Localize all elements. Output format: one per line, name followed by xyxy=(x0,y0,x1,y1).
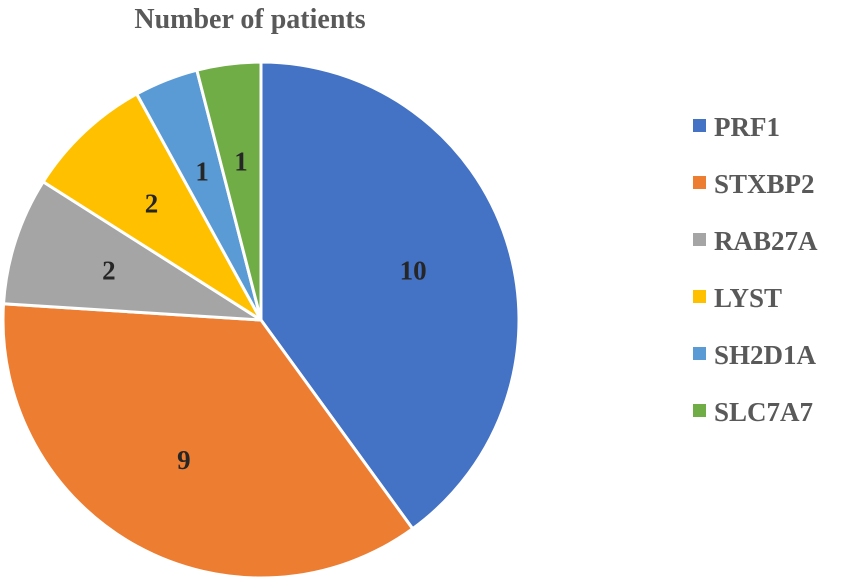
legend-swatch-stxbp2 xyxy=(693,176,706,189)
pie-slice-lyst xyxy=(41,91,263,322)
chart-title: Number of patients xyxy=(134,4,365,35)
legend-swatch-lyst xyxy=(693,290,706,303)
slice-data-labels: 10 9 2 2 1 1 xyxy=(102,146,426,475)
legend-label-prf1: PRF1 xyxy=(714,112,780,142)
pie-slices xyxy=(1,60,521,580)
legend-label-sh2d1a: SH2D1A xyxy=(714,340,817,370)
legend-label-slc7a7: SLC7A7 xyxy=(714,397,813,427)
legend-label-lyst: LYST xyxy=(714,283,782,313)
legend-label-stxbp2: STXBP2 xyxy=(714,169,815,199)
slice-label-lyst: 2 xyxy=(145,188,159,218)
slice-label-rab27a: 2 xyxy=(102,256,116,286)
legend-swatch-sh2d1a xyxy=(693,347,706,360)
legend-swatch-rab27a xyxy=(693,233,706,246)
pie-slice-slc7a7 xyxy=(195,60,263,321)
pie-slice-rab27a xyxy=(1,179,262,322)
pie-slice-stxbp2 xyxy=(1,302,415,580)
legend: PRF1 STXBP2 RAB27A LYST SH2D1A SLC7A7 xyxy=(693,112,818,427)
legend-label-rab27a: RAB27A xyxy=(714,226,818,256)
legend-swatch-slc7a7 xyxy=(693,404,706,417)
slice-label-stxbp2: 9 xyxy=(177,445,191,475)
slice-label-prf1: 10 xyxy=(400,256,427,286)
slice-label-sh2d1a: 1 xyxy=(195,156,209,186)
legend-swatch-prf1 xyxy=(693,119,706,132)
slice-label-slc7a7: 1 xyxy=(234,146,248,176)
pie-slice-prf1 xyxy=(259,60,521,531)
